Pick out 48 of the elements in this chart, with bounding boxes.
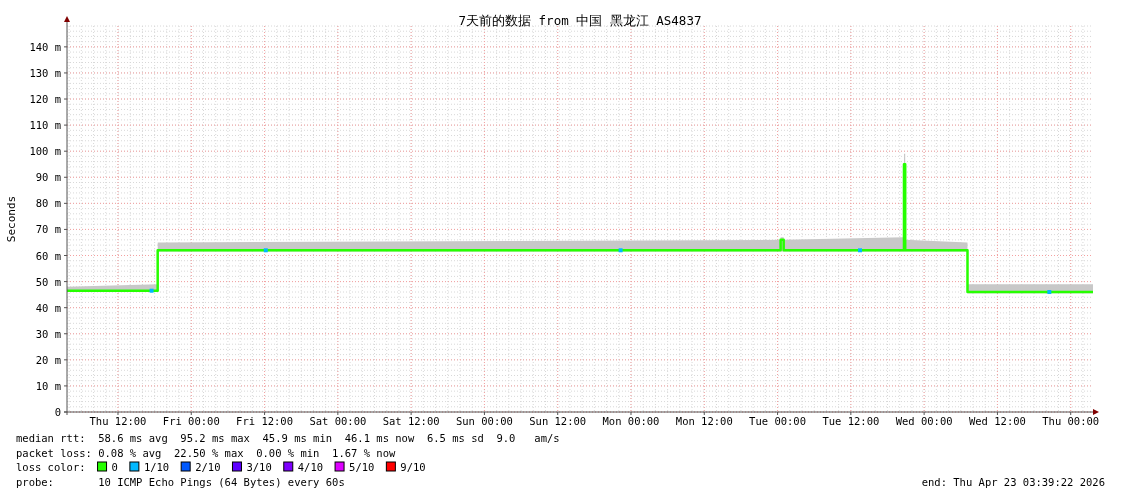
x-tick-label: Fri 00:00 xyxy=(162,415,220,427)
chart-title: 7天前的数据 from 中国 黑龙江 AS4837 xyxy=(458,13,702,28)
point xyxy=(618,248,623,253)
y-tick-label: 30 m xyxy=(35,327,61,340)
y-tick-label: 120 m xyxy=(29,93,61,106)
point xyxy=(1047,290,1052,295)
x-tick-label: Mon 00:00 xyxy=(602,415,660,427)
point xyxy=(858,248,863,253)
text: packet loss: 0.08 % avg 22.50 % max 0.00 % min 1.67 % now xyxy=(16,446,396,459)
text: probe: 10 ICMP Echo Pings (64 Bytes) every 60s xyxy=(16,475,345,488)
y-tick-label: 70 m xyxy=(35,223,61,236)
y-tick-label: 110 m xyxy=(29,119,61,132)
y-tick-label: 80 m xyxy=(35,197,61,210)
y-tick-label: 0 xyxy=(54,406,61,418)
y-tick-label: 100 m xyxy=(29,145,61,158)
text: median rtt: 58.6 ms avg 95.2 ms max 45.9 ms min 46.1 ms now 6.5 ms sd 9.0 am/s xyxy=(16,432,560,444)
point xyxy=(263,248,268,253)
x-tick-label: Wed 00:00 xyxy=(895,415,953,427)
x-tick-label: Sun 00:00 xyxy=(455,415,513,427)
x-tick-label: Sun 12:00 xyxy=(529,415,587,427)
x-tick-label: Fri 12:00 xyxy=(236,415,294,427)
y-axis-title: Seconds xyxy=(5,195,18,243)
y-tick-label: 140 m xyxy=(29,40,61,53)
x-tick-label: Thu 12:00 xyxy=(89,415,147,427)
y-tick-label: 40 m xyxy=(35,301,61,314)
y-tick-label: 130 m xyxy=(29,66,61,79)
point xyxy=(149,288,154,293)
x-tick-label: Sat 00:00 xyxy=(309,415,367,427)
y-tick-label: 20 m xyxy=(35,353,61,366)
text: end: Thu Apr 23 03:39:22 2026 xyxy=(921,475,1105,488)
y-tick-label: 10 m xyxy=(35,379,61,392)
legend-label: 0 xyxy=(111,461,118,473)
x-tick-label: Sat 12:00 xyxy=(382,415,440,427)
y-tick-label: 50 m xyxy=(35,275,61,288)
legend-label: 1/10 xyxy=(143,461,170,473)
legend-label: 2/10 xyxy=(195,461,221,473)
y-tick-label: 90 m xyxy=(35,171,61,184)
x-tick-label: Wed 12:00 xyxy=(968,415,1026,427)
x-tick-label: Tue 00:00 xyxy=(749,415,807,427)
legend-label: 3/10 xyxy=(246,461,272,473)
legend-label: 5/10 xyxy=(349,461,375,473)
x-tick-label: Tue 12:00 xyxy=(822,415,880,427)
legend-title: loss color: xyxy=(16,461,86,473)
legend-label: 4/10 xyxy=(297,461,324,473)
x-tick-label: Mon 12:00 xyxy=(675,415,733,427)
legend-label: 9/10 xyxy=(400,461,426,473)
y-tick-label: 60 m xyxy=(35,249,61,262)
x-tick-label: Thu 00:00 xyxy=(1042,415,1100,427)
